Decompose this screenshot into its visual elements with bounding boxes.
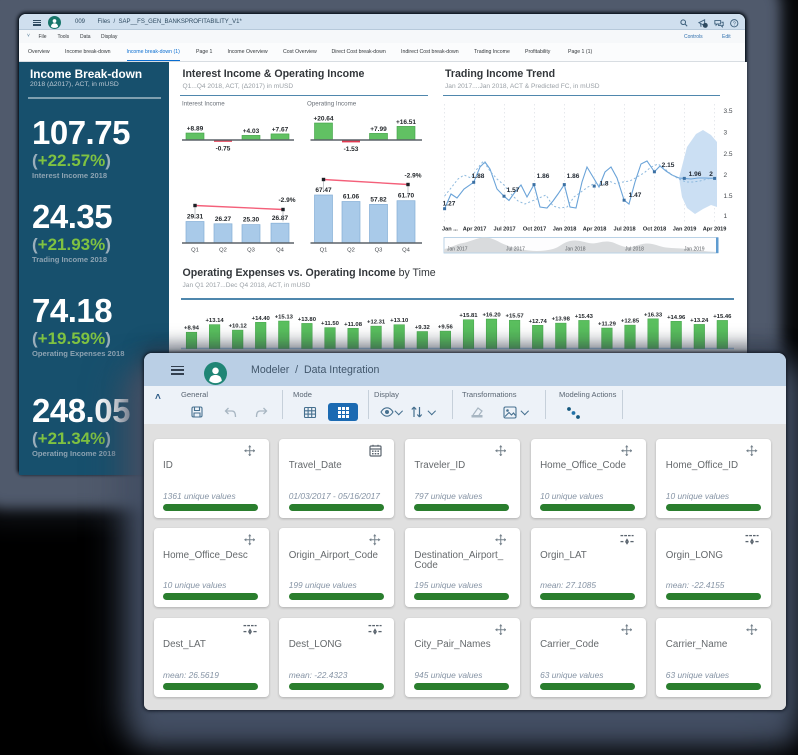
- svg-text:1.47: 1.47: [629, 192, 642, 199]
- svg-text:+13.80: +13.80: [298, 317, 317, 323]
- svg-text:1.8: 1.8: [599, 180, 608, 187]
- svg-text:26.27: 26.27: [215, 216, 232, 223]
- svg-text:+8.94: +8.94: [184, 326, 200, 332]
- svg-text:-2.9%: -2.9%: [279, 197, 296, 204]
- svg-text:+13.14: +13.14: [205, 318, 224, 324]
- svg-text:3.5: 3.5: [724, 108, 733, 115]
- svg-text:1.88: 1.88: [472, 173, 485, 180]
- svg-text:+12.85: +12.85: [621, 319, 640, 325]
- svg-text:+10.12: +10.12: [229, 324, 248, 330]
- svg-text:Oct 2018: Oct 2018: [643, 227, 666, 233]
- svg-text:+13.24: +13.24: [690, 318, 709, 324]
- svg-text:Q3: Q3: [247, 248, 255, 254]
- svg-text:Jan 2017: Jan 2017: [447, 247, 468, 253]
- svg-text:+9.56: +9.56: [438, 325, 454, 331]
- svg-text:2.5: 2.5: [724, 151, 733, 158]
- svg-text:1.86: 1.86: [567, 173, 580, 180]
- svg-text:+7.99: +7.99: [370, 126, 387, 133]
- svg-text:Q4: Q4: [276, 248, 285, 254]
- svg-text:Apr 2019: Apr 2019: [703, 227, 727, 233]
- svg-text:1: 1: [724, 213, 728, 220]
- svg-text:+15.57: +15.57: [506, 314, 525, 320]
- svg-text:+11.50: +11.50: [321, 321, 340, 327]
- svg-text:Q1: Q1: [191, 248, 199, 254]
- svg-text:+11.29: +11.29: [598, 321, 617, 327]
- svg-text:+14.96: +14.96: [667, 315, 686, 321]
- svg-text:+16.51: +16.51: [396, 119, 416, 126]
- svg-text:Q1: Q1: [320, 248, 328, 254]
- svg-text:1.27: 1.27: [443, 201, 456, 208]
- svg-text:Jan ...: Jan ...: [442, 227, 458, 233]
- svg-text:+9.32: +9.32: [415, 325, 431, 331]
- svg-text:+7.67: +7.67: [272, 126, 289, 133]
- svg-text:+12.31: +12.31: [367, 320, 386, 326]
- svg-text:61.70: 61.70: [398, 193, 415, 200]
- svg-text:57.82: 57.82: [370, 196, 387, 203]
- svg-text:Jul 2018: Jul 2018: [614, 227, 636, 233]
- svg-text:Jul 2017: Jul 2017: [506, 247, 525, 253]
- svg-text:1.86: 1.86: [537, 173, 550, 180]
- svg-text:+20.64: +20.64: [313, 116, 333, 123]
- svg-text:Q3: Q3: [375, 248, 383, 254]
- svg-text:Jan 2018: Jan 2018: [565, 247, 586, 253]
- svg-text:3: 3: [724, 130, 728, 137]
- svg-text:-0.75: -0.75: [216, 146, 231, 153]
- svg-text:+14.40: +14.40: [252, 316, 271, 322]
- svg-text:Jan 2018: Jan 2018: [553, 227, 577, 233]
- svg-text:Q4: Q4: [402, 248, 411, 254]
- svg-text:Q2: Q2: [219, 248, 227, 254]
- svg-text:+12.74: +12.74: [529, 319, 548, 325]
- svg-text:2: 2: [709, 171, 713, 178]
- svg-text:-2.9%: -2.9%: [405, 173, 422, 180]
- svg-text:1.96: 1.96: [689, 171, 702, 178]
- svg-text:2: 2: [724, 172, 728, 179]
- svg-text:+13.10: +13.10: [390, 318, 409, 324]
- svg-text:+16.33: +16.33: [644, 312, 663, 318]
- svg-text:Jan 2019: Jan 2019: [684, 247, 705, 253]
- svg-text:?: ?: [733, 21, 736, 27]
- svg-text:+16.20: +16.20: [482, 313, 501, 319]
- svg-text:Q2: Q2: [347, 248, 355, 254]
- svg-text:Jul 2017: Jul 2017: [494, 227, 516, 233]
- svg-text:+13.98: +13.98: [552, 317, 571, 323]
- svg-text:1.57: 1.57: [507, 187, 520, 194]
- svg-text:2.15: 2.15: [662, 162, 675, 169]
- svg-text:+15.81: +15.81: [459, 313, 478, 319]
- svg-text:25.30: 25.30: [243, 217, 260, 224]
- svg-text:+15.13: +15.13: [275, 314, 294, 320]
- svg-text:-1.53: -1.53: [344, 146, 359, 153]
- svg-text:Apr 2017: Apr 2017: [463, 227, 487, 233]
- svg-text:Apr 2018: Apr 2018: [583, 227, 607, 233]
- svg-text:+11.08: +11.08: [344, 322, 363, 328]
- svg-text:Operating Income: Operating Income: [307, 101, 357, 108]
- svg-text:61.06: 61.06: [343, 194, 360, 201]
- svg-text:+8.89: +8.89: [187, 126, 204, 133]
- svg-text:Jul 2018: Jul 2018: [625, 247, 644, 253]
- svg-text:Interest Income: Interest Income: [182, 101, 225, 108]
- svg-text:+15.43: +15.43: [575, 314, 594, 320]
- svg-text:Jan 2019: Jan 2019: [673, 227, 697, 233]
- svg-text:+4.03: +4.03: [243, 128, 260, 135]
- svg-text:1.5: 1.5: [724, 193, 733, 200]
- svg-text:26.87: 26.87: [272, 215, 289, 222]
- svg-text:+15.46: +15.46: [713, 314, 732, 320]
- svg-text:Oct 2017: Oct 2017: [523, 227, 546, 233]
